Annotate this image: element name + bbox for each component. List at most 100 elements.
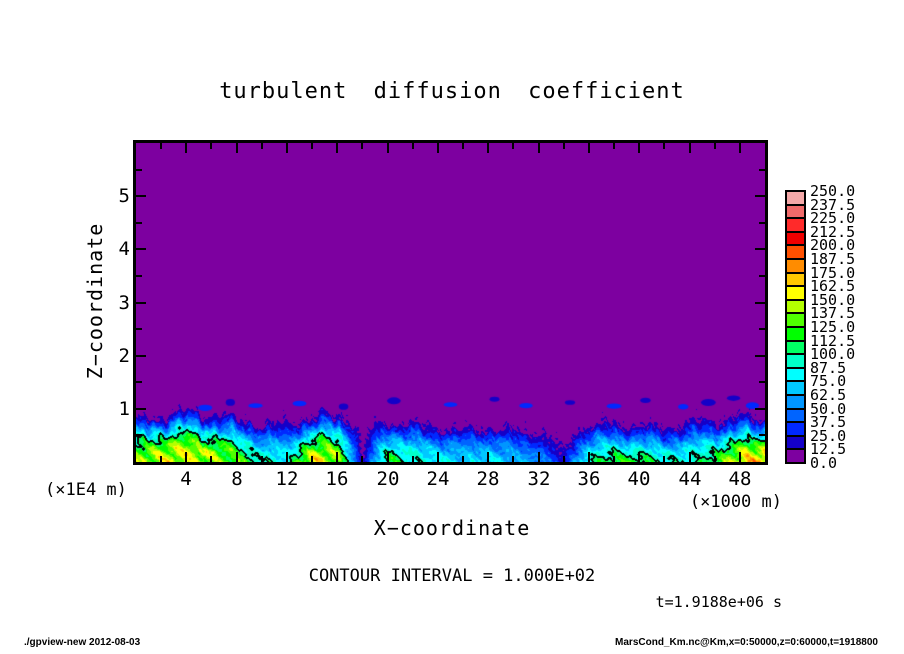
axis-tick-mark [261,143,263,149]
axis-tick-mark [638,143,640,153]
colorbar-tick-label: 212.5 [810,222,856,241]
footer-file-stamp: MarsCond_Km.nc@Km,x=0:50000,z=0:60000,t=… [615,637,878,648]
axis-tick-mark [759,275,765,277]
axis-tick-mark [136,169,142,171]
axis-tick-mark [336,143,338,153]
axis-tick-mark [185,143,187,153]
colorbar-tick-label: 50.0 [810,399,847,418]
axis-tick-mark [714,143,716,149]
axis-tick-mark [613,456,615,462]
colorbar-tick-label: 162.5 [810,277,856,296]
z-tick-label: 2 [118,345,130,367]
colorbar-tick-label: 225.0 [810,209,856,228]
axis-tick-mark [512,143,514,149]
axis-tick-mark [462,143,464,149]
colorbar-tick-label: 250.0 [810,182,856,200]
axis-tick-mark [689,452,691,462]
axis-tick-mark [487,143,489,153]
axis-tick-mark [755,302,765,304]
axis-tick-mark [136,275,142,277]
colorbar [785,190,806,464]
colorbar-tick-label: 12.5 [810,440,847,459]
contour-interval-note: CONTOUR INTERVAL = 1.000E+02 [308,566,596,586]
colorbar-tick-label: 0.0 [810,454,838,472]
colorbar-tick-label: 62.5 [810,386,847,404]
axis-tick-mark [136,355,146,357]
axis-tick-mark [311,143,313,149]
axis-tick-mark [437,452,439,462]
axis-tick-mark [136,381,142,383]
x-tick-label: 36 [577,468,601,490]
axis-tick-mark [538,143,540,153]
axis-tick-mark [185,452,187,462]
colorbar-tick-label: 75.0 [810,372,847,391]
colorbar-tick-label: 150.0 [810,290,856,309]
axis-tick-mark [387,452,389,462]
axis-tick-mark [759,381,765,383]
z-tick-label: 4 [118,238,130,260]
axis-tick-mark [588,143,590,153]
axis-tick-mark [759,169,765,171]
heatmap-canvas [136,143,765,462]
footer-tool-stamp: ./gpview-new 2012-08-03 [24,637,141,648]
x-tick-label: 12 [275,468,299,490]
axis-tick-mark [755,408,765,410]
axis-tick-mark [487,452,489,462]
axis-tick-mark [755,355,765,357]
axis-tick-mark [663,143,665,149]
axis-tick-mark [236,452,238,462]
axis-tick-mark [714,456,716,462]
axis-tick-mark [136,302,146,304]
axis-tick-mark [136,222,142,224]
z-axis-unit-label: (×1E4 m) [45,480,127,500]
colorbar-tick-label: 100.0 [810,345,856,364]
axis-tick-mark [563,143,565,149]
axis-tick-mark [437,143,439,153]
x-axis-title: X−coordinate [373,516,531,540]
z-tick-label: 1 [118,398,130,420]
colorbar-tick-label: 175.0 [810,263,856,282]
x-tick-label: 4 [180,468,192,490]
colorbar-tick-label: 87.5 [810,358,847,377]
axis-tick-mark [689,143,691,153]
axis-tick-mark [755,195,765,197]
x-tick-label: 44 [678,468,702,490]
colorbar-tick-label: 125.0 [810,318,856,336]
axis-tick-mark [412,456,414,462]
axis-tick-mark [387,143,389,153]
colorbar-tick-label: 200.0 [810,236,856,255]
colorbar-cell [785,448,806,464]
colorbar-tick-label: 237.5 [810,195,856,214]
x-tick-label: 48 [728,468,752,490]
axis-tick-mark [136,408,146,410]
z-tick-label: 3 [118,292,130,314]
axis-tick-mark [462,456,464,462]
y-axis-title: Z−coordinate [83,222,107,380]
axis-tick-mark [739,143,741,153]
axis-tick-mark [136,248,146,250]
axis-tick-mark [412,143,414,149]
axis-tick-mark [336,452,338,462]
axis-tick-mark [638,452,640,462]
axis-tick-mark [512,456,514,462]
x-tick-label: 28 [476,468,500,490]
axis-tick-mark [563,456,565,462]
axis-tick-mark [210,456,212,462]
axis-tick-mark [361,456,363,462]
axis-tick-mark [759,434,765,436]
axis-tick-mark [759,328,765,330]
time-annotation: t=1.9188e+06 s [655,593,782,611]
colorbar-tick-label: 137.5 [810,304,856,323]
axis-tick-mark [361,143,363,149]
axis-tick-mark [136,328,142,330]
x-tick-label: 32 [527,468,551,490]
colorbar-tick-label: 112.5 [810,331,856,350]
axis-tick-mark [136,434,142,436]
axis-tick-mark [759,222,765,224]
x-tick-label: 24 [426,468,450,490]
axis-tick-mark [588,452,590,462]
x-tick-label: 20 [376,468,400,490]
x-axis-unit-label: (×1000 m) [689,492,782,512]
axis-tick-mark [755,248,765,250]
